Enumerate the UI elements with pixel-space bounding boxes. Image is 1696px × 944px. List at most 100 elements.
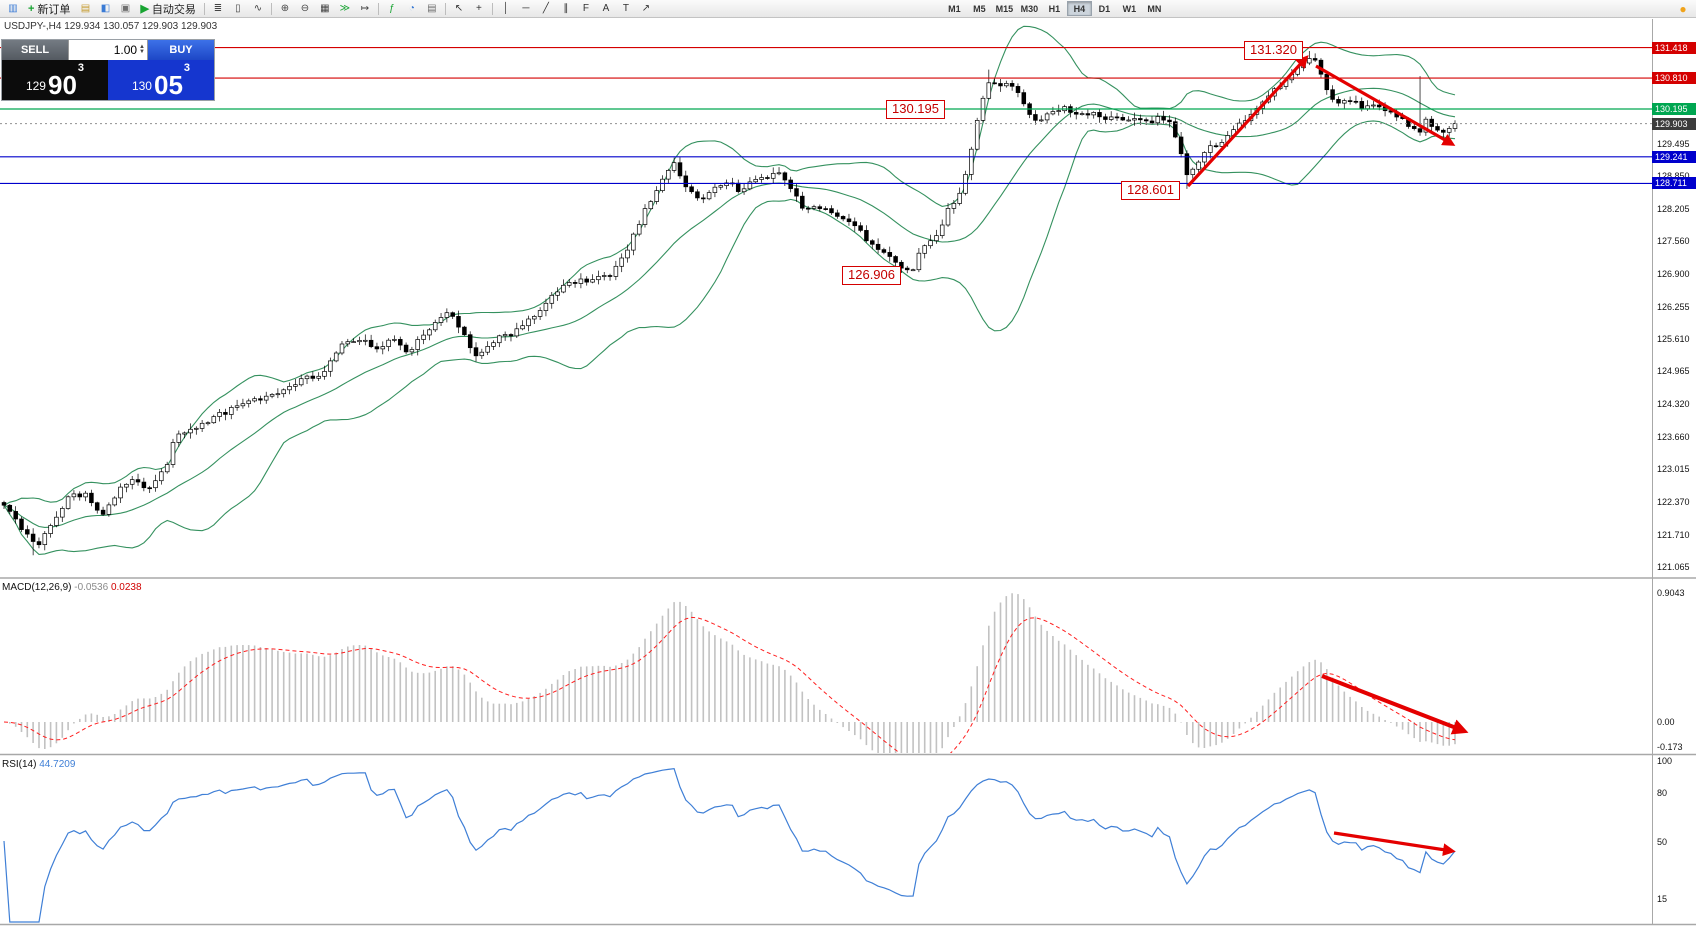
label-icon[interactable]: T [622,2,629,14]
buy-price-pip: 3 [183,62,191,74]
price-annotation[interactable]: 131.320 [1244,41,1303,60]
macd-signal-value: 0.0238 [110,582,142,593]
templates-icon[interactable]: ▤ [427,2,437,14]
zoom-out-icon[interactable]: ⊖ [300,2,310,14]
trend-arrow [1333,831,1456,856]
sell-button[interactable]: SELL [2,40,68,60]
price-annotation[interactable]: 126.906 [842,266,901,285]
volume-down-button[interactable]: ▼ [139,49,145,55]
price-line-tag: 128.711 [1652,177,1696,189]
price-line-tag: 130.195 [1652,103,1696,115]
rsi-title: RSI(14) [2,759,37,770]
timeframe-mn[interactable]: MN [1147,3,1162,14]
timeframe-m15[interactable]: M15 [995,3,1014,14]
timeframe-d1[interactable]: D1 [1098,3,1111,14]
toolbar-separator [377,2,379,15]
buy-button[interactable]: BUY [148,40,214,60]
arrows-icon[interactable]: ↗ [641,2,651,14]
buy-price-small: 130 [131,79,152,93]
tile-windows-icon[interactable]: ▦ [320,2,330,14]
chart-shift-icon[interactable]: ↦ [360,2,370,14]
volume-up-button[interactable]: ▲ [139,44,145,50]
text-icon[interactable]: A [602,2,610,14]
timeframe-h4[interactable]: H4 [1066,1,1092,16]
macd-scale-label: 0.9043 [1657,588,1685,598]
price-scale-label: 125.610 [1657,334,1690,344]
fibonacci-icon[interactable]: F [582,2,589,14]
toolbar-separator [203,2,205,15]
one-click-trading-panel: SELL 1.00 ▲ ▼ BUY 129 90 3 130 05 3 [2,40,214,100]
price-scale-label: 121.065 [1657,562,1690,572]
rsi-line [3,768,1456,923]
rsi-scale-label: 80 [1657,788,1668,798]
timeframe-m5[interactable]: M5 [973,3,986,14]
horizontal-line-icon[interactable]: ─ [522,2,530,14]
trend-arrows-layer [1186,55,1469,856]
price-scale-label: 124.320 [1657,399,1690,409]
price-scale-label: 121.710 [1657,530,1690,540]
terminal-icon[interactable]: ▣ [120,2,131,14]
indicators-icon[interactable]: ƒ [389,2,395,14]
line-chart-icon[interactable]: ∿ [253,2,263,14]
price-annotation[interactable]: 128.601 [1121,181,1180,200]
channel-icon[interactable]: ∥ [563,2,569,14]
trendline-icon[interactable]: ╱ [542,2,549,14]
price-scale-label: 124.965 [1657,366,1690,376]
volume-spinner: ▲ ▼ [139,44,145,55]
trend-arrow [1315,64,1456,146]
volume-input[interactable]: 1.00 ▲ ▼ [68,40,148,60]
auto-trading-icon: ▶ [140,3,149,15]
price-scale-label: 123.015 [1657,464,1690,474]
sell-price-big: 90 [47,70,77,100]
price-scale-label: 122.370 [1657,497,1690,507]
timeframe-w1[interactable]: W1 [1122,3,1137,14]
timeframe-toolbar: M1 M5 M15 M30 H1 H4 D1 W1 MN [942,1,1167,16]
price-line-tag: 131.418 [1652,42,1696,54]
timeframe-m1[interactable]: M1 [948,3,961,14]
zoom-in-icon[interactable]: ⊕ [280,2,290,14]
sell-price-small: 129 [25,79,46,93]
toolbar-separator [444,2,446,15]
auto-trading-button[interactable]: ▶ 自动交易 [135,1,200,16]
crosshair-icon[interactable]: + [475,2,482,14]
rsi-layer [3,768,1456,923]
rsi-scale-label: 100 [1657,756,1673,766]
rsi-scale-label: 50 [1657,837,1668,847]
candlestick-chart-icon[interactable]: ▯ [235,2,241,14]
macd-signal-line [3,616,1456,753]
macd-scale-label: -0.173 [1657,742,1683,752]
price-scale-label: 128.205 [1657,204,1690,214]
bar-chart-icon[interactable]: ≣ [213,2,223,14]
auto-scroll-icon[interactable]: ≫ [339,2,351,14]
vertical-line-icon[interactable]: │ [502,2,510,14]
price-line-tag: 130.810 [1652,72,1696,84]
toolbar-separator [491,2,493,15]
macd-title: MACD(12,26,9) [2,582,72,593]
time-axis[interactable]: Mar 20221 Apr 00:004 Apr 08:005 Apr 16:0… [0,926,1652,944]
sell-price-button[interactable]: 129 90 3 [2,60,108,100]
auto-trading-button-label: 自动交易 [151,3,196,16]
new-chart-icon[interactable]: ▥ [8,2,18,14]
buy-price-button[interactable]: 130 05 3 [108,60,214,100]
horizontal-lines-layer [0,47,1652,184]
new-order-icon: + [28,2,35,15]
navigator-icon[interactable]: ◧ [100,2,111,14]
help-icon[interactable]: ● [1679,1,1687,16]
bollinger-bands-layer [3,25,1456,555]
panel-borders-layer [0,19,1696,926]
timeframe-h1[interactable]: H1 [1048,3,1061,14]
market-watch-icon[interactable]: ▤ [80,2,91,14]
price-line-tag: 129.241 [1652,151,1696,163]
timeframe-m30[interactable]: M30 [1020,3,1039,14]
macd-layer [3,593,1456,753]
trend-arrow [1321,674,1469,735]
price-scale-label: 123.660 [1657,432,1690,442]
price-annotation[interactable]: 130.195 [886,100,945,119]
price-line-tag: 129.903 [1652,118,1696,130]
new-order-button[interactable]: + 新订单 [23,1,75,16]
main-toolbar: ▥ + 新订单 ▤ ◧ ▣ ▶ 自动交易 ≣ ▯ ∿ ⊕ ⊖ ▦ ≫ ↦ ƒ ◔ ▤ ↖ + │ ─ ╱ ∥ F A T ↗ M1 M5 M1… [0,0,1696,18]
periods-icon[interactable]: ◔ [408,2,415,14]
cursor-icon[interactable]: ↖ [454,2,464,14]
